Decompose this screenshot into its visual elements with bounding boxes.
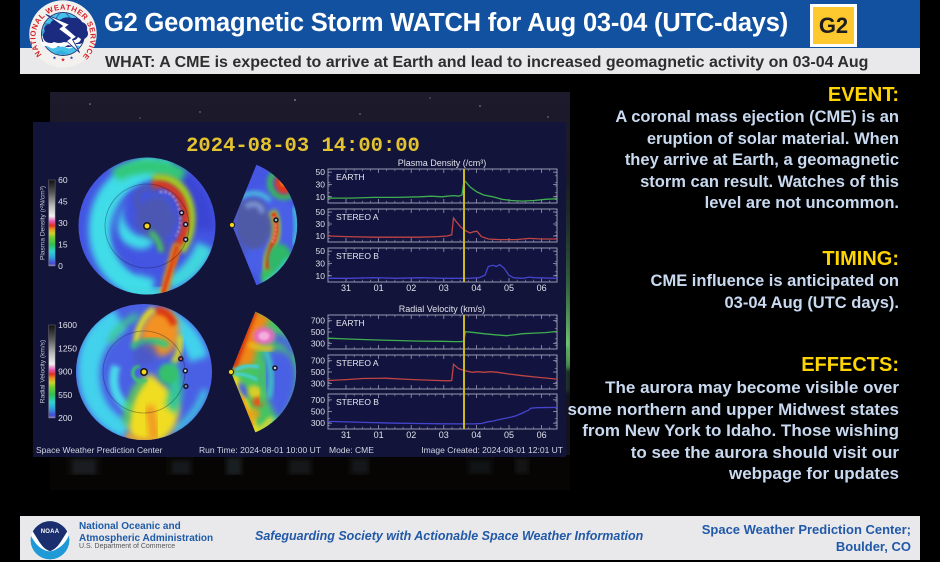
svg-text:30: 30 <box>316 258 326 268</box>
svg-text:500: 500 <box>311 327 325 337</box>
svg-text:50: 50 <box>316 246 326 256</box>
svg-text:50: 50 <box>316 207 326 217</box>
svg-text:Image Created: 2024-08-01 12:0: Image Created: 2024-08-01 12:01 UT <box>421 445 563 455</box>
svg-text:03: 03 <box>439 283 449 293</box>
svg-text:STEREO B: STEREO B <box>336 397 379 407</box>
svg-text:04: 04 <box>471 283 481 293</box>
svg-text:30: 30 <box>316 219 326 229</box>
svg-text:700: 700 <box>311 356 325 366</box>
svg-text:300: 300 <box>311 378 325 388</box>
svg-text:10: 10 <box>316 192 326 202</box>
svg-text:01: 01 <box>374 283 384 293</box>
svg-text:03: 03 <box>439 430 449 440</box>
svg-text:50: 50 <box>316 167 326 177</box>
svg-text:1250: 1250 <box>58 343 77 353</box>
svg-text:STEREO A: STEREO A <box>336 212 379 222</box>
svg-text:STEREO A: STEREO A <box>336 358 379 368</box>
svg-text:45: 45 <box>58 197 68 207</box>
svg-text:300: 300 <box>311 338 325 348</box>
svg-text:Plasma Density (r²N/cm³): Plasma Density (r²N/cm³) <box>40 186 47 260</box>
svg-text:500: 500 <box>311 367 325 377</box>
svg-text:Run Time: 2024-08-01 10:00 UT: Run Time: 2024-08-01 10:00 UT <box>199 445 321 455</box>
svg-text:STEREO B: STEREO B <box>336 251 379 261</box>
svg-text:1600: 1600 <box>58 320 77 330</box>
svg-text:200: 200 <box>58 413 72 423</box>
svg-text:900: 900 <box>58 367 72 377</box>
svg-text:Radial Velocity (km/s): Radial Velocity (km/s) <box>399 304 486 314</box>
svg-text:31: 31 <box>341 430 351 440</box>
svg-text:02: 02 <box>406 430 416 440</box>
svg-text:01: 01 <box>374 430 384 440</box>
svg-text:300: 300 <box>311 418 325 428</box>
svg-text:02: 02 <box>406 283 416 293</box>
svg-text:0: 0 <box>58 261 63 271</box>
svg-text:700: 700 <box>311 316 325 326</box>
svg-text:700: 700 <box>311 395 325 405</box>
svg-text:60: 60 <box>58 175 68 185</box>
svg-text:15: 15 <box>58 240 68 250</box>
svg-text:05: 05 <box>504 283 514 293</box>
svg-text:NOAA: NOAA <box>41 529 60 535</box>
svg-text:04: 04 <box>471 430 481 440</box>
svg-text:Space Weather Prediction Cente: Space Weather Prediction Center <box>36 445 163 455</box>
svg-text:Mode: CME: Mode: CME <box>329 445 374 455</box>
svg-text:Plasma Density (/cm³): Plasma Density (/cm³) <box>398 158 487 168</box>
svg-text:10: 10 <box>316 231 326 241</box>
svg-text:EARTH: EARTH <box>336 318 365 328</box>
svg-text:EARTH: EARTH <box>336 172 365 182</box>
svg-text:Radial Velocity (km/s): Radial Velocity (km/s) <box>40 340 47 403</box>
svg-text:06: 06 <box>537 430 547 440</box>
svg-text:31: 31 <box>341 283 351 293</box>
svg-text:550: 550 <box>58 390 72 400</box>
svg-text:2024-08-03 14:00:00: 2024-08-03 14:00:00 <box>186 135 420 158</box>
svg-text:05: 05 <box>504 430 514 440</box>
svg-text:30: 30 <box>58 218 68 228</box>
svg-text:10: 10 <box>316 271 326 281</box>
svg-text:06: 06 <box>537 283 547 293</box>
svg-text:500: 500 <box>311 407 325 417</box>
svg-text:30: 30 <box>316 179 326 189</box>
